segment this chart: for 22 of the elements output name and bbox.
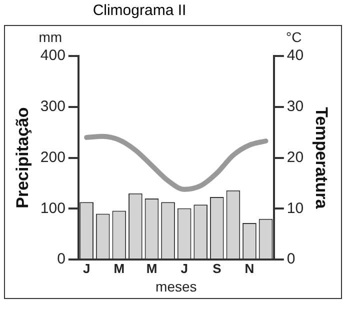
x-tick-label: M bbox=[114, 260, 125, 276]
text: °C bbox=[286, 29, 302, 45]
x-tick-label: J bbox=[82, 260, 90, 276]
y-tick-label: 200 bbox=[40, 148, 66, 166]
text: mm bbox=[38, 29, 62, 45]
y2-tick-label: 0 bbox=[286, 250, 296, 268]
y2-tick-label: 30 bbox=[286, 98, 304, 116]
y2-tick-label: 20 bbox=[286, 148, 304, 166]
chart-title: Climograma II bbox=[92, 2, 188, 19]
x-tick-label: J bbox=[180, 260, 188, 276]
y-tick-label: 300 bbox=[40, 98, 66, 116]
x-tick-label: M bbox=[146, 260, 158, 276]
y-axis-title: Precipitação bbox=[12, 107, 32, 208]
x-tick-label: N bbox=[244, 260, 254, 276]
y-tick-label: 0 bbox=[57, 250, 66, 268]
y-tick-label: 400 bbox=[40, 47, 66, 64]
x-axis-title: meses bbox=[156, 278, 197, 294]
y-tick-label: 100 bbox=[40, 200, 66, 217]
x-tick-label: S bbox=[212, 260, 222, 276]
y2-tick-label: 40 bbox=[286, 47, 304, 64]
y2-axis-title: Temperatura bbox=[312, 106, 332, 210]
y2-tick-label: 10 bbox=[286, 200, 304, 217]
